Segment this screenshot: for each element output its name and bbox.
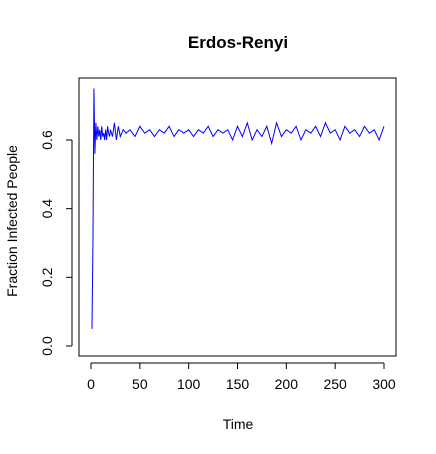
x-axis-label: Time bbox=[223, 416, 254, 432]
x-tick-label: 50 bbox=[132, 376, 148, 392]
x-tick-label: 300 bbox=[372, 376, 396, 392]
y-tick-label: 0.4 bbox=[39, 199, 55, 219]
y-tick-label: 0.6 bbox=[39, 130, 55, 150]
series-group bbox=[91, 88, 385, 329]
series-line-1 bbox=[91, 88, 385, 329]
x-tick-label: 100 bbox=[177, 376, 201, 392]
y-axis-label: Fraction Infected People bbox=[4, 145, 20, 297]
x-tick-label: 250 bbox=[323, 376, 347, 392]
x-tick-label: 150 bbox=[226, 376, 250, 392]
y-tick-label: 0.0 bbox=[39, 336, 55, 356]
x-tick-label: 200 bbox=[275, 376, 299, 392]
x-axis: 0 50 100 150 200 250 300 bbox=[87, 362, 396, 392]
y-tick-label: 0.2 bbox=[39, 267, 55, 287]
x-tick-label: 0 bbox=[87, 376, 95, 392]
plot-frame bbox=[78, 77, 397, 357]
y-axis: 0.0 0.2 0.4 0.6 bbox=[39, 130, 73, 356]
chart-title: Erdos-Renyi bbox=[188, 33, 288, 52]
